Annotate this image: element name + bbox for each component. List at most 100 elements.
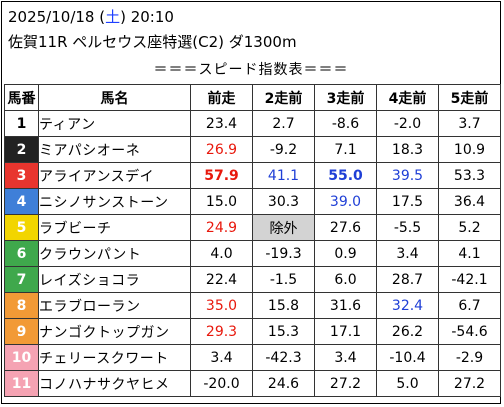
horse-number-badge: 2 (4, 136, 39, 163)
horse-name: レイズショコラ (38, 266, 191, 293)
speed-index-cell: 24.9 (190, 214, 253, 241)
horse-name: ナンゴクトップガン (38, 318, 191, 345)
horse-name: チェリースクワート (38, 344, 191, 371)
speed-index-cell: 30.3 (252, 188, 315, 215)
speed-index-cell: 6.0 (314, 266, 377, 293)
speed-index-cell: -54.6 (438, 318, 501, 345)
speed-index-cell: 26.9 (190, 136, 253, 163)
speed-index-cell: 0.9 (314, 240, 377, 267)
horse-name: ティアン (38, 110, 191, 137)
horse-number-badge: 4 (4, 188, 39, 215)
speed-index-cell: 7.1 (314, 136, 377, 163)
table-row: 6 クラウンパント 4.0 -19.3 0.9 3.4 4.1 (4, 240, 501, 267)
speed-index-cell: 28.7 (376, 266, 439, 293)
speed-index-cell: 29.3 (190, 318, 253, 345)
race-datetime: 2025/10/18 (土) 20:10 (8, 6, 174, 28)
speed-index-cell: 31.6 (314, 292, 377, 319)
speed-index-cell: 15.0 (190, 188, 253, 215)
speed-index-cell: -5.5 (376, 214, 439, 241)
speed-index-cell: 10.9 (438, 136, 501, 163)
speed-index-cell: 4.1 (438, 240, 501, 267)
speed-index-cell: 6.7 (438, 292, 501, 319)
col-header-horse-name: 馬名 (38, 84, 191, 111)
horse-name: ミアパシオーネ (38, 136, 191, 163)
speed-index-cell: 53.3 (438, 162, 501, 189)
horse-number-badge: 8 (4, 292, 39, 319)
horse-name: ニシノサンストーン (38, 188, 191, 215)
speed-index-cell: 27.2 (314, 370, 377, 397)
table-row: 10 チェリースクワート 3.4 -42.3 3.4 -10.4 -2.9 (4, 344, 501, 371)
speed-index-cell: -1.5 (252, 266, 315, 293)
speed-index-cell: 57.9 (190, 162, 253, 189)
speed-index-cell: 5.0 (376, 370, 439, 397)
col-header-last-race: 前走 (190, 84, 253, 111)
horse-number-badge: 1 (4, 110, 39, 137)
horse-name: エラブローラン (38, 292, 191, 319)
speed-index-cell: 2.7 (252, 110, 315, 137)
speed-index-cell: 27.2 (438, 370, 501, 397)
speed-index-cell: 39.5 (376, 162, 439, 189)
speed-index-cell: -19.3 (252, 240, 315, 267)
speed-index-cell: 5.2 (438, 214, 501, 241)
speed-index-cell: 3.7 (438, 110, 501, 137)
speed-index-cell: 15.8 (252, 292, 315, 319)
speed-index-cell: -9.2 (252, 136, 315, 163)
speed-index-cell: 26.2 (376, 318, 439, 345)
speed-index-cell: 3.4 (190, 344, 253, 371)
speed-index-cell: 23.4 (190, 110, 253, 137)
table-row: 4 ニシノサンストーン 15.0 30.3 39.0 17.5 36.4 (4, 188, 501, 215)
table-title: ＝＝＝スピード指数表＝＝＝ (153, 62, 349, 78)
speed-index-cell: 36.4 (438, 188, 501, 215)
race-date: 2025/10/18 ( (8, 8, 106, 26)
horse-number-badge: 6 (4, 240, 39, 267)
speed-index-cell: 39.0 (314, 188, 377, 215)
horse-number-badge: 3 (4, 162, 39, 189)
table-row: 5 ラブビーチ 24.9 除外 27.6 -5.5 5.2 (4, 214, 501, 241)
table-row: 7 レイズショコラ 22.4 -1.5 6.0 28.7 -42.1 (4, 266, 501, 293)
horse-number-badge: 7 (4, 266, 39, 293)
table-row: 1 ティアン 23.4 2.7 -8.6 -2.0 3.7 (4, 110, 501, 137)
col-header-3-races-ago: 3走前 (314, 84, 377, 111)
col-header-2-races-ago: 2走前 (252, 84, 315, 111)
horse-name: クラウンパント (38, 240, 191, 267)
race-time: ) 20:10 (120, 8, 174, 26)
horse-name: ラブビーチ (38, 214, 191, 241)
speed-index-cell: 17.5 (376, 188, 439, 215)
table-row: 3 アライアンスデイ 57.9 41.1 55.0 39.5 53.3 (4, 162, 501, 189)
table-row: 8 エラブローラン 35.0 15.8 31.6 32.4 6.7 (4, 292, 501, 319)
speed-index-cell: 15.3 (252, 318, 315, 345)
horse-number-badge: 11 (4, 370, 39, 397)
col-header-number: 馬番 (4, 84, 39, 111)
speed-index-cell: 3.4 (376, 240, 439, 267)
speed-index-cell: -10.4 (376, 344, 439, 371)
horse-number-badge: 10 (4, 344, 39, 371)
speed-index-cell: 18.3 (376, 136, 439, 163)
horse-number-badge: 5 (4, 214, 39, 241)
speed-index-cell: -2.9 (438, 344, 501, 371)
speed-index-cell: 32.4 (376, 292, 439, 319)
speed-index-cell: -42.1 (438, 266, 501, 293)
col-header-4-races-ago: 4走前 (376, 84, 439, 111)
header-row: 馬番 馬名 前走 2走前 3走前 4走前 5走前 (4, 84, 501, 111)
speed-index-cell: -42.3 (252, 344, 315, 371)
horse-name: コノハナサクヤヒメ (38, 370, 191, 397)
table-row: 11 コノハナサクヤヒメ -20.0 24.6 27.2 5.0 27.2 (4, 370, 501, 397)
speed-index-table: 馬番 馬名 前走 2走前 3走前 4走前 5走前 1 ティアン 23.4 2.7 -8.… (4, 84, 501, 397)
speed-index-cell: -2.0 (376, 110, 439, 137)
speed-index-cell: 17.1 (314, 318, 377, 345)
race-weekday: 土 (105, 8, 121, 26)
table-row: 2 ミアパシオーネ 26.9 -9.2 7.1 18.3 10.9 (4, 136, 501, 163)
speed-index-cell: 24.6 (252, 370, 315, 397)
speed-index-cell: 41.1 (252, 162, 315, 189)
speed-index-cell: -8.6 (314, 110, 377, 137)
speed-index-cell: 35.0 (190, 292, 253, 319)
horse-number-badge: 9 (4, 318, 39, 345)
horse-name: アライアンスデイ (38, 162, 191, 189)
table-row: 9 ナンゴクトップガン 29.3 15.3 17.1 26.2 -54.6 (4, 318, 501, 345)
speed-index-cell: 除外 (252, 214, 315, 241)
speed-index-cell: 4.0 (190, 240, 253, 267)
speed-index-cell: 22.4 (190, 266, 253, 293)
speed-index-cell: 55.0 (314, 162, 377, 189)
col-header-5-races-ago: 5走前 (438, 84, 501, 111)
